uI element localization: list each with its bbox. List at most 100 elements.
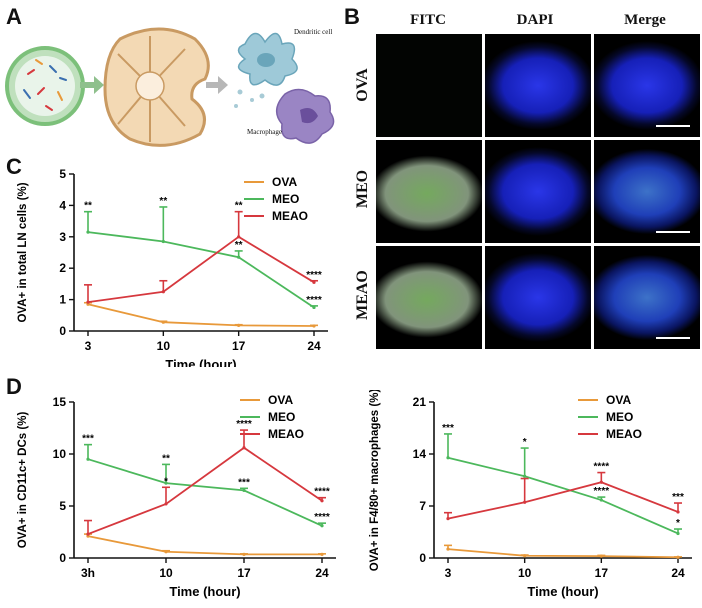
data-point — [599, 554, 603, 558]
lymph-node-icon — [103, 27, 210, 147]
significance-label: ** — [235, 201, 243, 212]
arrow-icon — [206, 76, 228, 94]
panel-label-c: C — [6, 154, 22, 179]
antigen-particles-icon — [234, 89, 265, 108]
y-tick-label: 5 — [59, 499, 66, 513]
legend-label: MEAO — [606, 427, 642, 441]
chart-c: 0 1 2 3 4 5 3 10 17 24 Time (hour) OVA+ in total LN… — [17, 167, 328, 367]
legend-label: MEO — [268, 410, 295, 424]
y-tick-label: 2 — [59, 261, 66, 275]
panel-label-b: B — [344, 4, 360, 29]
significance-label: **** — [236, 419, 252, 430]
micrograph-meao-fitc — [376, 246, 482, 349]
macrophage-label: Macrophage — [247, 128, 282, 136]
series-line-meo — [87, 231, 315, 309]
data-point — [161, 290, 165, 294]
y-tick-label: 10 — [53, 447, 67, 461]
legend-label: OVA — [272, 175, 297, 189]
data-point — [242, 446, 246, 450]
series-line-meao — [87, 446, 323, 535]
micrograph-ova-merge — [594, 34, 700, 137]
significance-label: * — [164, 476, 168, 487]
series-line-meao — [87, 235, 315, 304]
row-label-meo: MEO — [354, 169, 371, 209]
data-point — [523, 474, 527, 478]
legend-label: MEAO — [272, 209, 308, 223]
data-point — [446, 456, 450, 460]
micrograph-meo-dapi — [485, 140, 591, 243]
data-point — [523, 500, 527, 504]
legend-label: MEO — [272, 192, 299, 206]
significance-label: **** — [314, 512, 330, 523]
series-line-meo — [447, 456, 679, 535]
y-tick-label: 3 — [59, 230, 66, 244]
schematic-illustration — [5, 27, 335, 147]
data-point — [237, 323, 241, 327]
significance-label: *** — [672, 492, 684, 503]
legend-label: MEAO — [268, 427, 304, 441]
data-point — [164, 481, 168, 485]
significance-label: * — [523, 437, 527, 448]
x-axis-label: Time (hour) — [165, 357, 236, 367]
data-point — [312, 280, 316, 284]
data-point — [523, 554, 527, 558]
row-label-ova: OVA — [354, 68, 371, 102]
scale-bar — [656, 337, 690, 339]
nanoparticle-icon — [5, 46, 85, 126]
data-point — [86, 230, 90, 234]
x-tick-label: 24 — [315, 566, 329, 580]
x-tick-label: 24 — [671, 566, 685, 580]
panel-label-d: D — [6, 374, 22, 399]
scale-bar — [656, 125, 690, 127]
significance-label: * — [676, 518, 680, 529]
y-axis-label: OVA+ in CD11c+ DCs (%) — [17, 412, 29, 549]
x-tick-label: 17 — [237, 566, 251, 580]
data-point — [242, 552, 246, 556]
y-tick-label: 0 — [419, 551, 426, 565]
significance-label: *** — [238, 477, 250, 488]
significance-label: **** — [306, 295, 322, 306]
scale-bar — [656, 231, 690, 233]
x-tick-label: 24 — [307, 339, 321, 353]
data-point — [164, 550, 168, 554]
x-tick-label: 3h — [81, 566, 95, 580]
panel-label-a: A — [6, 4, 22, 29]
significance-label: ** — [162, 453, 170, 464]
column-header-fitc: FITC — [410, 12, 446, 28]
x-tick-label: 17 — [595, 566, 609, 580]
significance-label: **** — [594, 462, 610, 473]
arrow-icon — [80, 76, 104, 94]
x-tick-label: 3 — [445, 566, 452, 580]
data-point — [86, 532, 90, 536]
data-point — [86, 457, 90, 461]
series-line-ova — [87, 535, 322, 556]
y-tick-label: 15 — [53, 395, 67, 409]
y-tick-label: 7 — [419, 499, 426, 513]
y-tick-label: 5 — [59, 167, 66, 181]
data-point — [320, 552, 324, 556]
series-line-ova — [447, 548, 679, 559]
y-tick-label: 21 — [413, 395, 427, 409]
significance-label: ** — [159, 196, 167, 207]
macrophage-icon — [276, 88, 335, 144]
data-point — [320, 499, 324, 503]
micrograph-ova-dapi — [485, 34, 591, 137]
series-line-ova — [87, 303, 315, 327]
micrograph-ova-fitc — [376, 34, 482, 137]
data-point — [86, 300, 90, 304]
legend-label: MEO — [606, 410, 633, 424]
column-header-merge: Merge — [624, 12, 666, 28]
series-line-meao — [447, 481, 679, 520]
data-point — [446, 547, 450, 551]
data-point — [161, 320, 165, 324]
significance-label: *** — [82, 434, 94, 445]
data-point — [312, 305, 316, 310]
data-point — [599, 480, 603, 484]
data-point — [676, 531, 680, 536]
column-header-dapi: DAPI — [516, 12, 554, 28]
x-axis-label: Time (hour) — [169, 584, 240, 599]
significance-label: **** — [314, 487, 330, 498]
x-tick-label: 17 — [232, 339, 246, 353]
data-point — [164, 502, 168, 506]
x-tick-label: 3 — [85, 339, 92, 353]
